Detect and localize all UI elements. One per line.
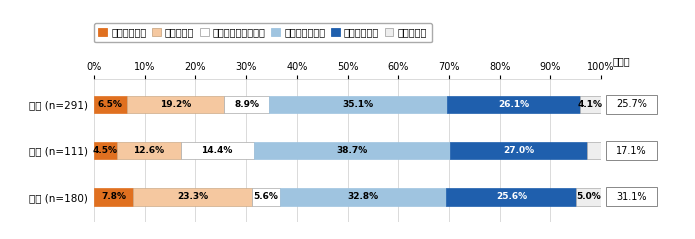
Text: 4.5%: 4.5% — [92, 146, 117, 155]
Bar — [580, 96, 600, 113]
Text: 17.1%: 17.1% — [616, 146, 647, 156]
Text: 25.6%: 25.6% — [496, 192, 527, 201]
FancyBboxPatch shape — [606, 141, 657, 160]
Text: 14.4%: 14.4% — [202, 146, 233, 155]
Bar — [94, 96, 126, 113]
Bar — [133, 188, 252, 206]
Bar — [254, 142, 450, 159]
Text: 7.8%: 7.8% — [101, 192, 126, 201]
Bar — [94, 188, 133, 206]
Bar — [446, 188, 576, 206]
Bar — [448, 96, 580, 113]
Bar — [450, 142, 587, 159]
Text: 5.6%: 5.6% — [254, 192, 278, 201]
Bar — [94, 142, 117, 159]
Bar — [181, 142, 254, 159]
FancyBboxPatch shape — [606, 95, 657, 114]
Bar — [126, 96, 224, 113]
Text: 25.7%: 25.7% — [616, 99, 647, 109]
Bar — [587, 142, 600, 159]
Text: 27.0%: 27.0% — [503, 146, 534, 155]
Text: 35.1%: 35.1% — [343, 100, 374, 109]
Text: 肯定計: 肯定計 — [613, 57, 630, 67]
Bar — [270, 96, 448, 113]
Text: 8.9%: 8.9% — [234, 100, 259, 109]
Text: 12.6%: 12.6% — [133, 146, 164, 155]
Bar — [117, 142, 181, 159]
FancyBboxPatch shape — [606, 187, 657, 206]
Text: 26.1%: 26.1% — [498, 100, 529, 109]
Text: 32.8%: 32.8% — [348, 192, 379, 201]
Text: 6.5%: 6.5% — [98, 100, 123, 109]
Text: 38.7%: 38.7% — [336, 146, 368, 155]
Bar — [224, 96, 270, 113]
Text: 19.2%: 19.2% — [160, 100, 191, 109]
Bar — [576, 188, 602, 206]
Bar — [280, 188, 446, 206]
Text: 4.1%: 4.1% — [578, 100, 603, 109]
Text: 31.1%: 31.1% — [616, 192, 647, 202]
Text: 5.0%: 5.0% — [577, 192, 601, 201]
Legend: 非常に感じる, 多少感じる, どちらとも言えない, あまり感じない, 全く感じない, わからない: 非常に感じる, 多少感じる, どちらとも言えない, あまり感じない, 全く感じな… — [94, 23, 432, 43]
Text: 23.3%: 23.3% — [177, 192, 208, 201]
Bar — [252, 188, 280, 206]
